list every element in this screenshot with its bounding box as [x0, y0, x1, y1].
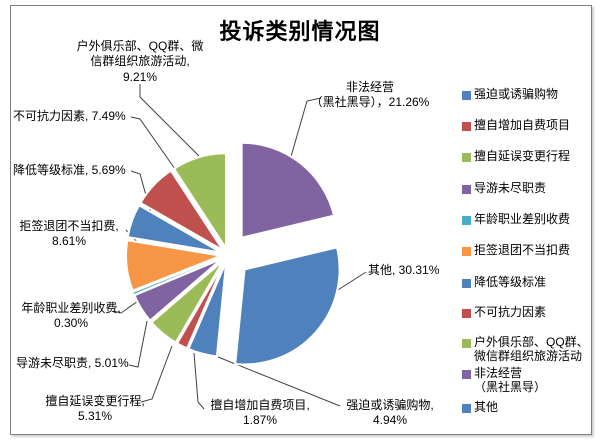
pie-callout: 其他, 30.31%	[368, 263, 440, 277]
pie-slice	[125, 239, 225, 293]
legend-swatch-icon	[462, 370, 471, 379]
pie-callout: 户外俱乐部、QQ群、微 信群组织旅游活动, 9.21%	[76, 39, 204, 84]
pie-callout: 强迫或诱骗购物, 4.94%	[346, 398, 434, 428]
pie-slice	[126, 203, 222, 254]
legend-label: 其他	[474, 400, 499, 414]
callout-line	[289, 97, 322, 161]
legend-swatch-icon	[462, 216, 471, 225]
pie-callout: 擅自增加自费项目, 1.87%	[210, 398, 310, 428]
legend-item: 导游未尽职责	[462, 181, 547, 196]
legend-swatch-icon	[462, 153, 471, 162]
pie-slice	[172, 152, 227, 252]
pie-slice	[139, 169, 224, 252]
legend-item: 擅自增加自费项目	[462, 118, 571, 133]
pie-callout: 不可抗力因素, 7.49%	[13, 109, 126, 123]
legend-label: 非法经营 （黑社黑导）	[474, 366, 547, 394]
pie-callout: 降低等级标准, 5.69%	[13, 163, 126, 177]
legend-item: 户外俱乐部、QQ群、 微信群组织旅游活动	[462, 335, 589, 364]
legend-item: 擅自延误变更行程	[462, 149, 571, 164]
legend-swatch-icon	[462, 279, 471, 288]
legend-item: 降低等级标准	[462, 275, 547, 290]
legend-label: 擅自增加自费项目	[474, 118, 571, 132]
pie-callout: 擅自延误变更行程, 5.31%	[45, 394, 145, 424]
legend-label: 强迫或诱骗购物	[474, 87, 559, 101]
pie-slice	[240, 141, 336, 239]
callout-line	[193, 352, 205, 410]
pie-slice	[175, 260, 226, 350]
callout-line	[128, 320, 148, 368]
pie-slice	[150, 259, 225, 344]
legend-swatch-icon	[462, 404, 471, 413]
legend-swatch-icon	[462, 309, 471, 318]
legend-label: 不可抗力因素	[474, 305, 547, 319]
legend-swatch-icon	[462, 91, 471, 100]
legend-swatch-icon	[462, 339, 471, 348]
callout-line	[139, 84, 200, 157]
legend-label: 降低等级标准	[474, 275, 547, 289]
legend-swatch-icon	[462, 247, 471, 256]
callout-line	[140, 345, 173, 403]
pie-slice	[234, 246, 341, 366]
legend-label: 拒签退团不当扣费	[474, 243, 571, 257]
callout-line	[130, 116, 176, 170]
legend-item: 非法经营 （黑社黑导）	[462, 366, 547, 395]
legend-swatch-icon	[462, 185, 471, 194]
legend-item: 年龄职业差别收费	[462, 212, 571, 227]
pie-callout: 导游未尽职责, 5.01%	[16, 356, 129, 370]
pie-slice	[133, 257, 223, 323]
legend-item: 拒签退团不当扣费	[462, 243, 571, 258]
chart-title: 投诉类别情况图	[219, 19, 381, 44]
legend-item: 其他	[462, 400, 499, 415]
legend-item: 强迫或诱骗购物	[462, 87, 559, 102]
pie-callout: 年龄职业差别收费, 0.30%	[21, 301, 121, 331]
legend-label: 导游未尽职责	[474, 181, 547, 195]
pie-slice	[187, 261, 228, 358]
pie-slice	[132, 257, 222, 295]
legend-label: 擅自延误变更行程	[474, 149, 571, 163]
legend-item: 不可抗力因素	[462, 305, 547, 320]
chart-legend: 强迫或诱骗购物 擅自增加自费项目 擅自延误变更行程 导游未尽职责年龄职业差别收费 拒签退…	[462, 0, 592, 446]
legend-label: 户外俱乐部、QQ群、 微信群组织旅游活动	[474, 335, 589, 363]
pie-callout: 非法经营 （黑社黑导），21.26%	[310, 80, 430, 110]
legend-swatch-icon	[462, 122, 471, 131]
legend-label: 年龄职业差别收费	[474, 212, 571, 226]
pie-callout: 拒签退团不当扣费, 8.61%	[19, 219, 119, 249]
